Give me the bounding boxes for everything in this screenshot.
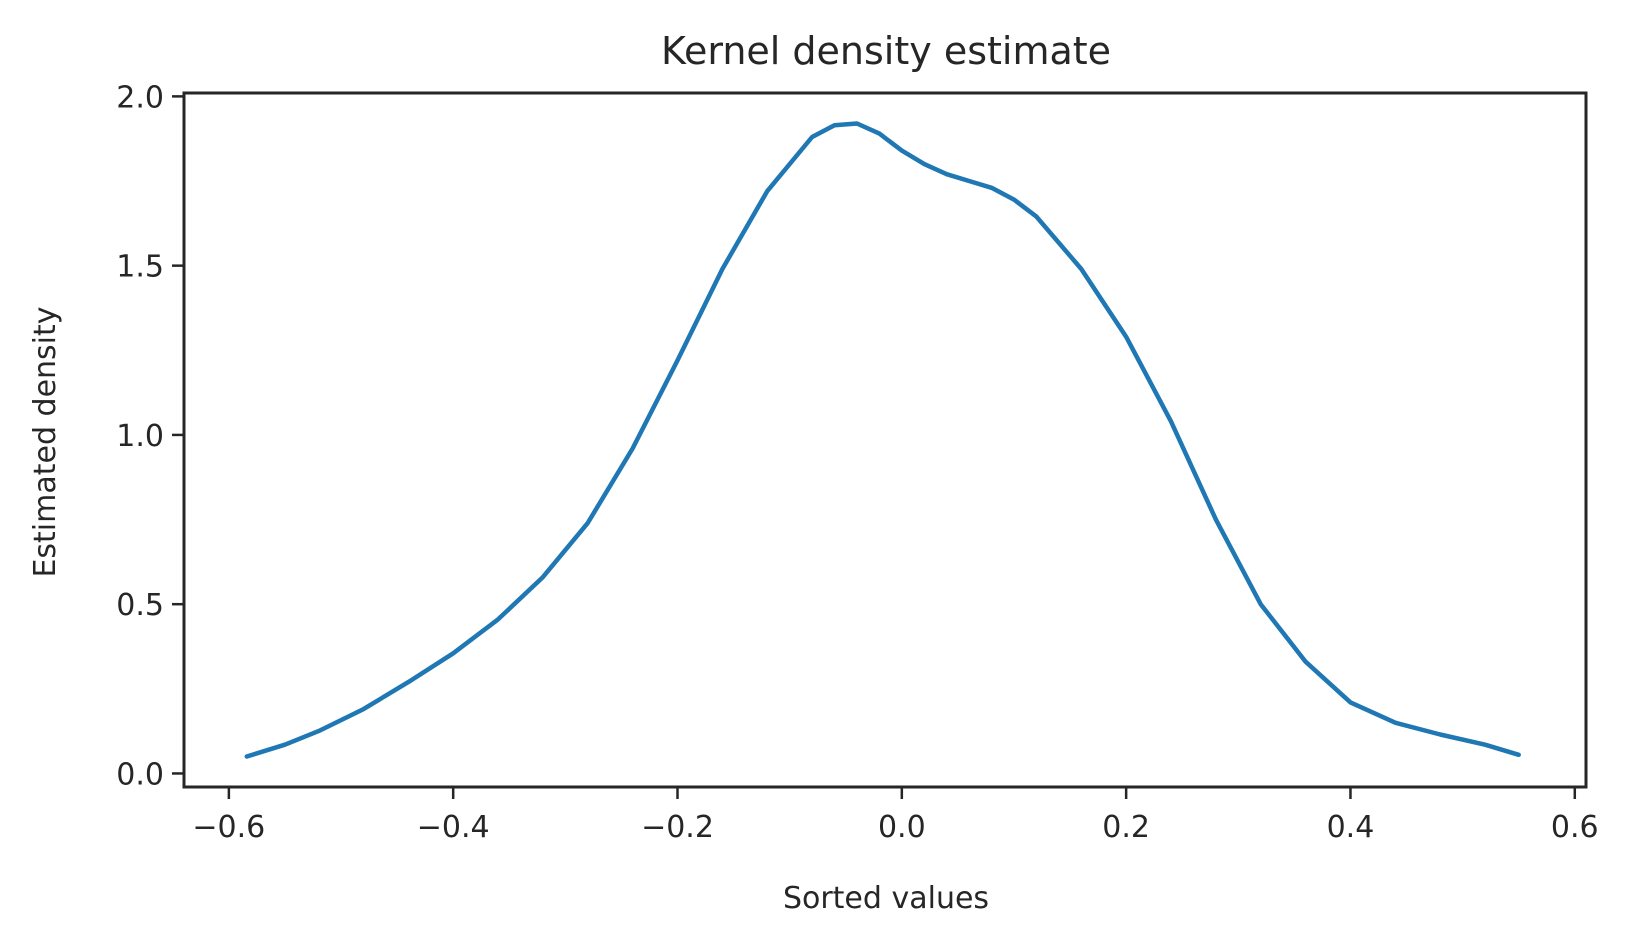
y-tick-label: 2.0 [116, 80, 164, 115]
y-tick-label: 1.0 [116, 419, 164, 454]
x-tick-label: 0.0 [878, 810, 926, 845]
chart-title: Kernel density estimate [661, 29, 1111, 73]
y-tick-label: 0.5 [116, 588, 164, 623]
y-axis-label: Estimated density [28, 306, 63, 577]
y-axis: 0.0 0.5 1.0 1.5 2.0 [116, 80, 184, 792]
x-tick-label: 0.2 [1102, 810, 1150, 845]
x-tick-label: 0.4 [1327, 810, 1375, 845]
x-tick-label: −0.6 [192, 810, 265, 845]
y-tick-label: 0.0 [116, 757, 164, 792]
plot-area [182, 91, 1588, 789]
plot-frame [182, 91, 1588, 789]
density-line [244, 121, 1521, 759]
y-tick-label: 1.5 [116, 250, 164, 285]
x-tick-label: 0.6 [1551, 810, 1599, 845]
x-tick-label: −0.4 [417, 810, 490, 845]
x-tick-label: −0.2 [641, 810, 714, 845]
x-axis-label: Sorted values [783, 881, 989, 916]
x-axis: −0.6 −0.4 −0.2 0.0 0.2 0.4 0.6 [192, 787, 1599, 845]
